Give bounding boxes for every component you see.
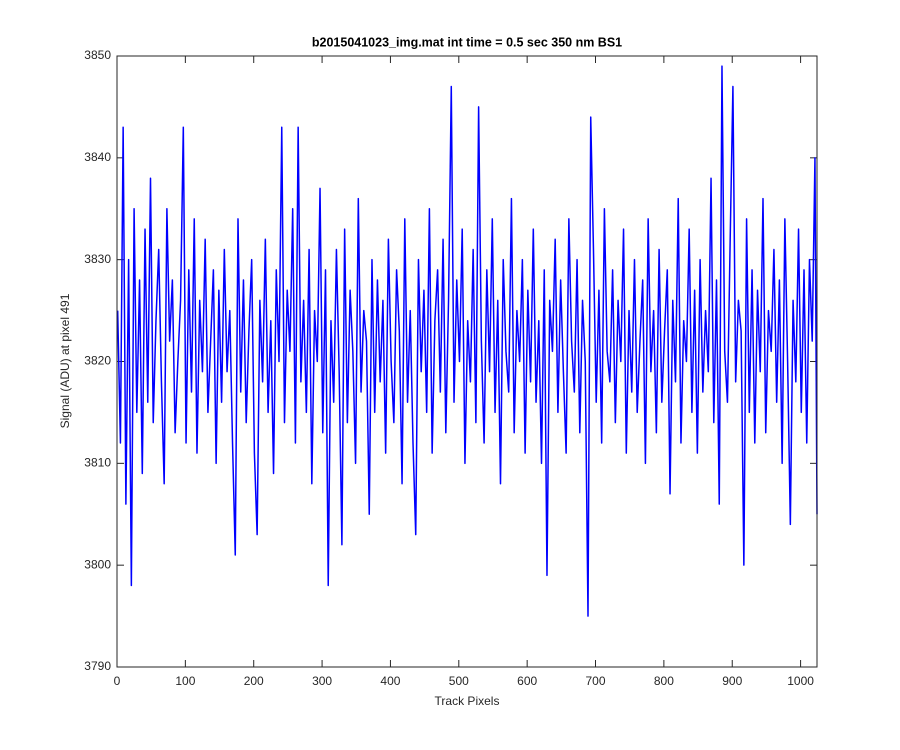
x-tick-label: 700 xyxy=(586,674,606,688)
x-tick-label: 600 xyxy=(517,674,537,688)
y-tick-label: 3810 xyxy=(84,456,111,470)
x-tick-label: 300 xyxy=(312,674,332,688)
y-tick-label: 3840 xyxy=(84,150,111,164)
y-tick-label: 3820 xyxy=(84,354,111,368)
x-tick-label: 500 xyxy=(449,674,469,688)
x-tick-label: 1000 xyxy=(787,674,814,688)
x-tick-label: 400 xyxy=(380,674,400,688)
data-line xyxy=(116,65,818,617)
y-axis-label: Signal (ADU) at pixel 491 xyxy=(58,293,72,428)
x-tick-label: 0 xyxy=(114,674,121,688)
y-tick-label: 3830 xyxy=(84,252,111,266)
x-tick-label: 100 xyxy=(175,674,195,688)
x-tick-label: 200 xyxy=(244,674,264,688)
y-tick-label: 3790 xyxy=(84,659,111,673)
x-axis-label: Track Pixels xyxy=(435,694,500,708)
x-tick-label: 800 xyxy=(654,674,674,688)
y-tick-label: 3850 xyxy=(84,48,111,62)
x-tick-label: 900 xyxy=(722,674,742,688)
chart-title: b2015041023_img.mat int time = 0.5 sec 3… xyxy=(312,35,622,49)
axes-box xyxy=(116,55,818,668)
y-tick-label: 3800 xyxy=(84,557,111,571)
